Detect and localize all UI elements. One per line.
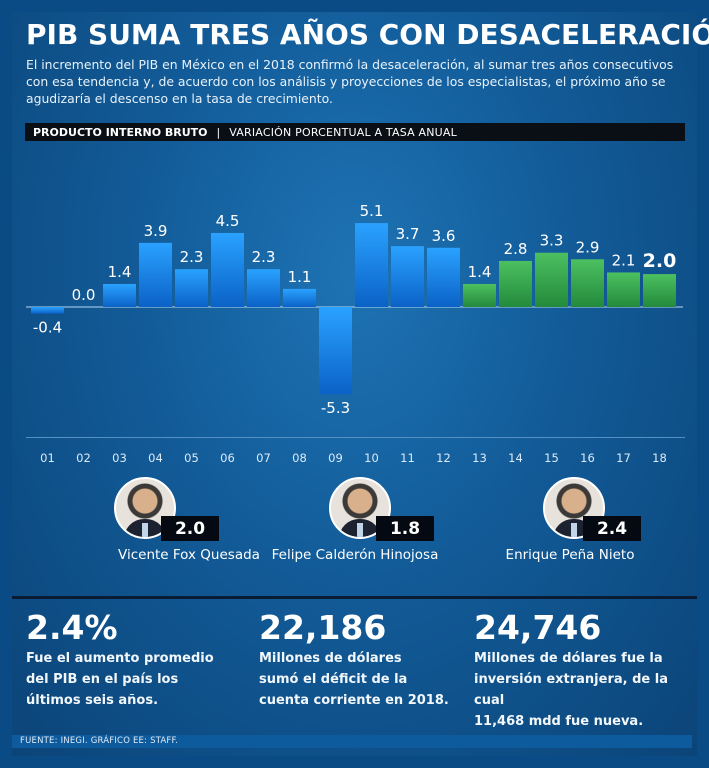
stat-investment-line-2: inversión extranjera, de la cual (474, 672, 668, 708)
bar-09 (319, 307, 352, 395)
tick-label-05: 05 (184, 451, 199, 465)
stat-foreign-investment: 24,746 Millones de dólares fue la invers… (474, 608, 694, 732)
bar-05 (175, 269, 208, 307)
bar-04 (139, 242, 172, 307)
stat-average-growth-line-3: últimos seis años. (26, 693, 159, 708)
bar-15 (535, 252, 568, 307)
bar-17 (607, 272, 640, 307)
calderon-average-badge: 1.8 (376, 516, 434, 541)
stat-deficit-line-2: sumó el déficit de la (259, 672, 408, 687)
tick-label-17: 17 (616, 451, 631, 465)
page-title: PIB SUMA TRES AÑOS CON DESACELERACIÓN (26, 18, 709, 51)
tick-label-16: 16 (580, 451, 595, 465)
value-label-16: 2.9 (576, 238, 600, 256)
tick-label-09: 09 (328, 451, 343, 465)
value-label-04: 3.9 (144, 222, 168, 240)
stats-divider (12, 596, 697, 599)
fox-portrait-photo (114, 477, 176, 539)
stat-investment-value: 24,746 (474, 608, 602, 647)
president-pena: 2.4 Enrique Peña Nieto (455, 477, 685, 577)
tick-label-18: 18 (652, 451, 667, 465)
chart-header-sublabel: VARIACIÓN PORCENTUAL A TASA ANUAL (229, 125, 457, 139)
stat-average-growth-line-1: Fue el aumento promedio (26, 651, 214, 666)
president-calderon: 1.8 Felipe Calderón Hinojosa (240, 477, 470, 577)
tick-label-10: 10 (364, 451, 379, 465)
tick-label-07: 07 (256, 451, 271, 465)
value-label-03: 1.4 (108, 263, 132, 281)
value-label-17: 2.1 (612, 251, 636, 269)
bar-11 (391, 246, 424, 307)
bar-18 (643, 274, 676, 307)
pena-average-badge: 2.4 (583, 516, 641, 541)
tick-label-04: 04 (148, 451, 163, 465)
stat-average-growth: 2.4% Fue el aumento promedio del PIB en … (26, 608, 236, 711)
value-label-08: 1.1 (288, 268, 312, 286)
source-footer: FUENTE: INEGI. GRÁFICO EE: STAFF. (12, 735, 692, 748)
bar-12 (427, 247, 460, 307)
tick-label-12: 12 (436, 451, 451, 465)
bar-14 (499, 260, 532, 307)
stat-current-account-deficit: 22,186 Millones de dólares sumó el défic… (259, 608, 464, 711)
chart-header-label: PRODUCTO INTERNO BRUTO (33, 125, 208, 139)
value-label-15: 3.3 (540, 232, 564, 250)
stat-average-growth-line-2: del PIB en el país los (26, 672, 179, 687)
tick-label-08: 08 (292, 451, 307, 465)
value-label-18: 2.0 (643, 250, 677, 272)
gdp-bar-chart: -0.4 01 0.0 02 1.4 03 3.9 04 2.3 05 4.5 06 2.3 07 1.1 0… (26, 202, 683, 465)
tick-label-02: 02 (76, 451, 91, 465)
intro-paragraph: El incremento del PIB en México en el 20… (26, 57, 674, 106)
value-label-10: 5.1 (360, 202, 384, 220)
tick-label-06: 06 (220, 451, 235, 465)
stat-investment-line-3: 11,468 mdd fue nueva. (474, 714, 644, 729)
tick-label-11: 11 (400, 451, 415, 465)
bar-03 (103, 283, 136, 307)
value-label-09: -5.3 (321, 399, 350, 417)
value-label-12: 3.6 (432, 227, 456, 245)
bar-10 (355, 223, 388, 307)
value-label-11: 3.7 (396, 225, 420, 243)
tick-label-15: 15 (544, 451, 559, 465)
tick-label-13: 13 (472, 451, 487, 465)
pena-name: Enrique Peña Nieto (505, 547, 635, 563)
bar-06 (211, 232, 244, 307)
bar-13 (463, 283, 496, 307)
value-label-01: -0.4 (33, 319, 62, 337)
tick-label-01: 01 (40, 451, 55, 465)
chart-header-separator: | (216, 125, 221, 139)
value-label-14: 2.8 (504, 240, 528, 258)
bar-16 (571, 259, 604, 307)
stat-investment-line-1: Millones de dólares fue la (474, 651, 663, 666)
bar-01 (31, 307, 64, 314)
value-label-06: 4.5 (216, 212, 240, 230)
bar-08 (283, 288, 316, 307)
tick-label-03: 03 (112, 451, 127, 465)
stat-deficit-line-3: cuenta corriente en 2018. (259, 693, 449, 708)
fox-name: Vicente Fox Quesada (118, 547, 260, 563)
value-label-07: 2.3 (252, 248, 276, 266)
value-label-02: 0.0 (72, 286, 96, 304)
calderon-name: Felipe Calderón Hinojosa (271, 547, 439, 563)
stat-deficit-value: 22,186 (259, 608, 387, 647)
bar-07 (247, 269, 280, 307)
value-label-13: 1.4 (468, 263, 492, 281)
stat-average-growth-value: 2.4% (26, 608, 118, 647)
chart-divider (26, 437, 685, 438)
value-label-05: 2.3 (180, 248, 204, 266)
tick-label-14: 14 (508, 451, 523, 465)
chart-header: PRODUCTO INTERNO BRUTO | VARIACIÓN PORCE… (25, 123, 685, 141)
stat-deficit-line-1: Millones de dólares (259, 651, 402, 666)
fox-average-badge: 2.0 (161, 516, 219, 541)
president-fox: 2.0 Vicente Fox Quesada (74, 477, 304, 577)
